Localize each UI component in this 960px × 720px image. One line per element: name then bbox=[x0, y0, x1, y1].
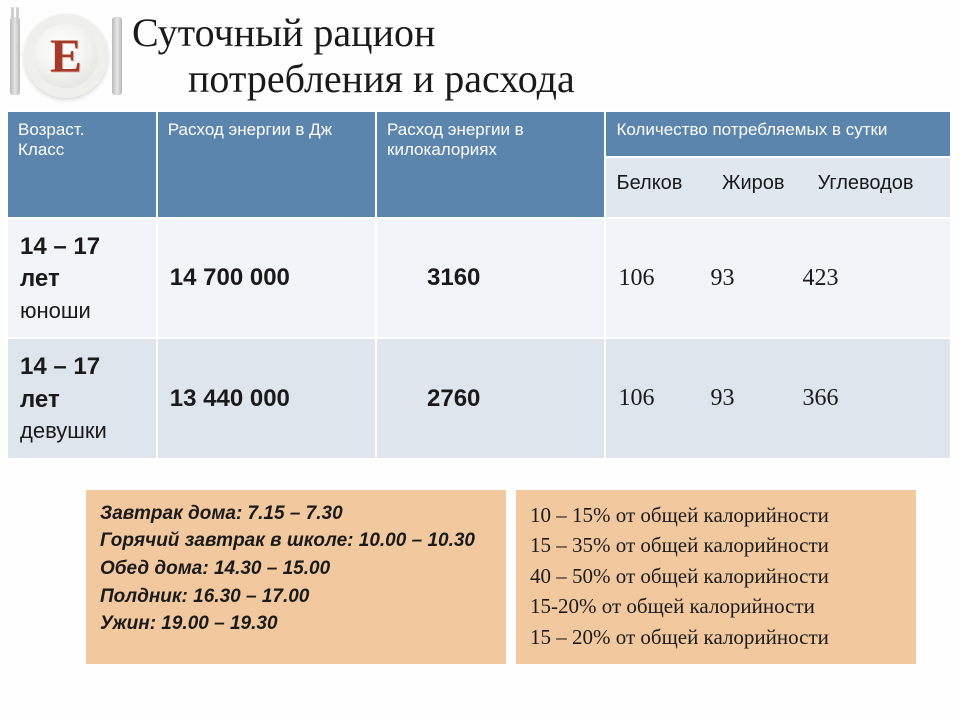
plate-icon: Е bbox=[24, 14, 108, 98]
schedule-line: Завтрак дома: 7.15 – 7.30 bbox=[100, 500, 490, 528]
percent-line: 15-20% от общей калорийности bbox=[530, 591, 900, 621]
age-range: 14 – 17 лет bbox=[20, 233, 100, 292]
table-header-row: Возраст.Класс Расход энергии в Дж Расход… bbox=[7, 111, 951, 157]
fork-icon bbox=[10, 17, 20, 95]
schedule-line: Полдник: 16.30 – 17.00 bbox=[100, 583, 490, 611]
val-protein: 106 bbox=[618, 265, 670, 292]
title-line2: потребления и расхода bbox=[132, 56, 575, 101]
val-fat: 93 bbox=[710, 265, 762, 292]
percent-line: 15 – 20% от общей калорийности bbox=[530, 622, 900, 652]
info-boxes: Завтрак дома: 7.15 – 7.30 Горячий завтра… bbox=[86, 490, 930, 664]
age-group: девушки bbox=[20, 416, 144, 446]
page-title: Суточный рацион потребления и расхода bbox=[132, 10, 575, 102]
col-age: Возраст.Класс bbox=[7, 111, 157, 218]
cell-nutri: 106 93 423 bbox=[605, 218, 951, 338]
cell-age: 14 – 17 лет девушки bbox=[7, 338, 157, 458]
cell-joules: 13 440 000 bbox=[157, 338, 376, 458]
col-kcal: Расход энергии в килокалориях bbox=[376, 111, 605, 218]
cell-age: 14 – 17 лет юноши bbox=[7, 218, 157, 338]
sub-fat: Жиров bbox=[722, 172, 812, 195]
sub-carb: Углеводов bbox=[818, 172, 914, 195]
percent-box: 10 – 15% от общей калорийности 15 – 35% … bbox=[516, 490, 916, 664]
knife-icon bbox=[112, 17, 122, 95]
val-carb: 366 bbox=[802, 385, 854, 412]
schedule-line: Ужин: 19.00 – 19.30 bbox=[100, 610, 490, 638]
schedule-line: Обед дома: 14.30 – 15.00 bbox=[100, 555, 490, 583]
percent-line: 15 – 35% от общей калорийности bbox=[530, 530, 900, 560]
col-joules: Расход энергии в Дж bbox=[157, 111, 376, 218]
table-row: 14 – 17 лет юноши 14 700 000 3160 106 93… bbox=[7, 218, 951, 338]
table-row: 14 – 17 лет девушки 13 440 000 2760 106 … bbox=[7, 338, 951, 458]
cell-joules: 14 700 000 bbox=[157, 218, 376, 338]
cell-kcal: 3160 bbox=[376, 218, 605, 338]
percent-line: 40 – 50% от общей калорийности bbox=[530, 561, 900, 591]
val-carb: 423 bbox=[802, 265, 854, 292]
title-line1: Суточный рацион bbox=[132, 10, 435, 55]
age-range: 14 – 17 лет bbox=[20, 353, 100, 412]
col-nutri-sub: Белков Жиров Углеводов bbox=[605, 157, 951, 218]
val-fat: 93 bbox=[710, 385, 762, 412]
schedule-box: Завтрак дома: 7.15 – 7.30 Горячий завтра… bbox=[86, 490, 506, 664]
energy-table: Возраст.Класс Расход энергии в Дж Расход… bbox=[6, 110, 952, 460]
val-protein: 106 bbox=[618, 385, 670, 412]
sub-protein: Белков bbox=[616, 172, 716, 195]
percent-line: 10 – 15% от общей калорийности bbox=[530, 500, 900, 530]
header: Е Суточный рацион потребления и расхода bbox=[0, 0, 960, 110]
cell-kcal: 2760 bbox=[376, 338, 605, 458]
schedule-line: Горячий завтрак в школе: 10.00 – 10.30 bbox=[100, 527, 490, 555]
logo-plate: Е bbox=[6, 6, 126, 106]
age-group: юноши bbox=[20, 296, 144, 326]
col-nutri: Количество потребляемых в сутки bbox=[605, 111, 951, 157]
cell-nutri: 106 93 366 bbox=[605, 338, 951, 458]
title-block: Суточный рацион потребления и расхода bbox=[126, 6, 575, 102]
